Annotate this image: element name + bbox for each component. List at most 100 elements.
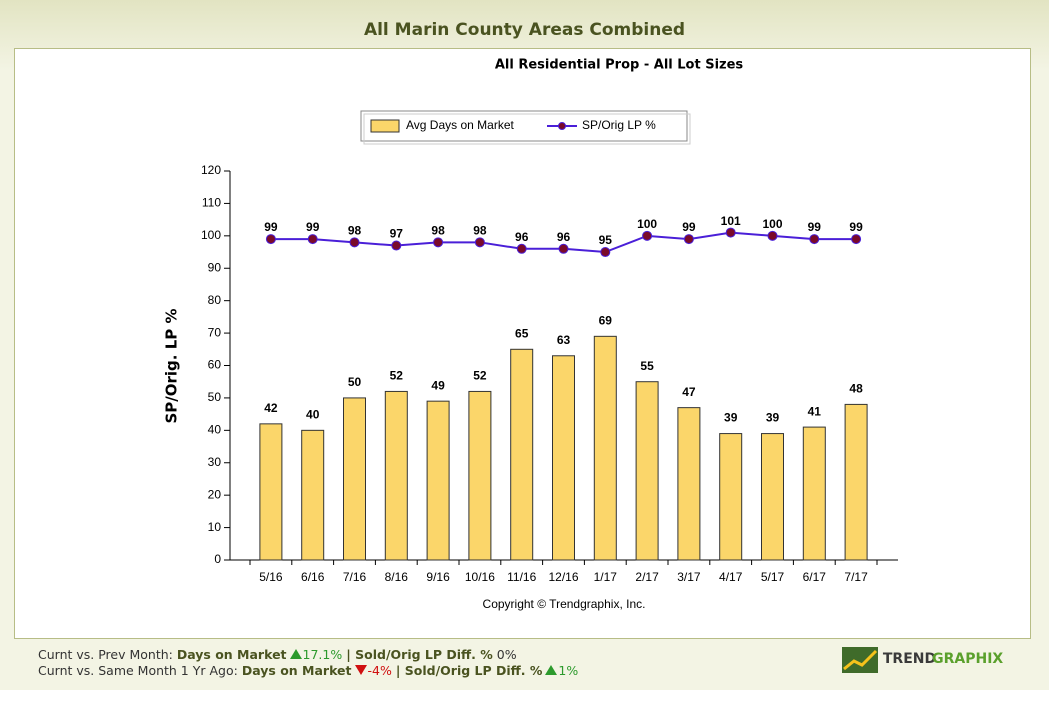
legend-swatch [558,122,566,130]
bar-value-label: 40 [306,408,320,422]
bar [343,397,366,561]
x-tick-label: 3/17 [677,570,701,584]
bar [802,426,826,561]
footer-change: 17.1% [302,647,343,662]
bar [552,355,575,561]
line-marker [349,237,360,248]
bar-value-label: 42 [264,401,278,415]
point-value-label: 99 [306,220,320,234]
y-tick-label: 40 [208,423,222,437]
point-value-label: 100 [762,217,782,231]
point-value-label: 99 [849,220,863,234]
y-tick-label: 90 [208,260,222,274]
x-tick-label: 6/16 [301,570,325,584]
bar-value-label: 52 [390,369,404,383]
point-value-label: 99 [808,220,822,234]
bar [426,400,450,561]
point-value-label: 98 [473,223,487,237]
page-title: All Marin County Areas Combined [363,20,686,40]
y-tick-label: 20 [208,487,222,501]
footer-label: Curnt vs. Prev Month: [38,647,173,662]
bar-value-label: 48 [849,382,863,396]
y-axis-title: SP/Orig. LP % [163,308,181,423]
chart-panel: All Residential Prop - All Lot Sizes Cop… [14,48,1031,639]
bar [677,407,701,561]
bar [468,390,492,561]
bar-value-label: 39 [766,411,780,425]
bar-value-label: 49 [431,378,445,392]
line-marker [642,230,653,241]
point-value-label: 100 [637,217,657,231]
footer-label: Curnt vs. Same Month 1 Yr Ago: [38,663,238,678]
point-value-label: 98 [348,223,362,237]
line-marker [433,237,444,248]
y-tick-label: 100 [201,228,221,242]
footer-metric: | Sold/Orig LP Diff. % [346,647,493,662]
point-value-label: 98 [431,223,445,237]
logo: TRENDGRAPHIX [842,645,1003,673]
chart: All Residential Prop - All Lot Sizes Cop… [163,58,898,611]
legend-label: SP/Orig LP % [582,118,656,132]
x-tick-label: 6/17 [803,570,827,584]
footer-metric: | Sold/Orig LP Diff. % [395,663,543,678]
footer-change: 1% [558,663,579,678]
x-tick-label: 2/17 [635,570,659,584]
line-marker [558,243,569,254]
line-marker [683,234,694,245]
copyright: Copyright © Trendgraphix, Inc. [483,597,646,611]
point-value-label: 96 [515,230,529,244]
line-marker [474,237,485,248]
y-tick-label: 30 [208,455,222,469]
x-tick-label: 5/17 [761,570,785,584]
bar [259,423,283,561]
bar [593,335,617,561]
line-marker [516,243,527,254]
line-marker [851,234,862,245]
bar-value-label: 52 [473,369,487,383]
legend-shadow [363,113,691,145]
footer-change: 0% [496,647,517,662]
bar-value-label: 39 [724,411,738,425]
x-tick-label: 12/16 [548,570,578,584]
point-value-label: 99 [682,220,696,234]
bar-value-label: 69 [599,313,613,327]
bar [761,433,784,561]
bar [719,433,743,561]
point-value-label: 95 [599,233,613,247]
y-tick-label: 50 [208,390,222,404]
bar-value-label: 50 [348,375,362,389]
bar-value-label: 55 [640,359,654,373]
line-marker [725,227,736,238]
point-value-label: 96 [557,230,571,244]
footer-metric: Days on Market [241,663,352,678]
line-marker [307,234,318,245]
x-tick-label: 1/17 [594,570,618,584]
bar-value-label: 41 [808,404,822,418]
legend-label: Avg Days on Market [406,118,514,132]
line-marker [265,234,276,245]
logo-icon [842,647,878,673]
line-marker [767,230,778,241]
bar-value-label: 63 [557,333,571,347]
logo-text: TREND [882,651,937,667]
y-tick-label: 80 [208,293,222,307]
bar [635,381,659,561]
bar [301,429,325,561]
legend-swatch [370,119,400,133]
x-tick-label: 7/17 [844,570,868,584]
footer-row: Curnt vs. Same Month 1 Yr Ago: Days on M… [38,663,578,678]
y-tick-label: 60 [208,358,222,372]
bar-value-label: 65 [515,326,529,340]
x-tick-label: 7/16 [343,570,367,584]
y-tick-label: 110 [202,196,221,210]
x-tick-label: 5/16 [259,570,283,584]
line-marker [600,247,611,258]
x-tick-label: 10/16 [465,570,495,584]
x-tick-label: 11/16 [507,570,536,584]
legend-box [360,110,688,142]
bar [384,390,408,561]
y-tick-label: 0 [214,552,221,566]
logo-text: GRAPHIX [932,651,1004,667]
x-tick-label: 9/16 [426,570,450,584]
